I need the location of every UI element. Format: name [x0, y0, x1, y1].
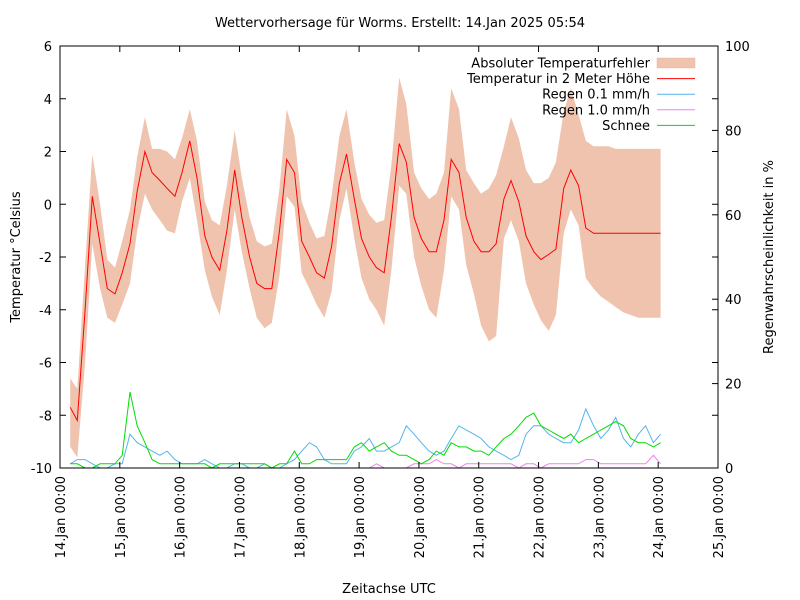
y-axis-left: -10 -8 -6 -4 -2 0 2 4 6 [31, 40, 718, 477]
y-tick-label: -2 [39, 251, 52, 266]
legend-item-regen-0-1-mm-h: Regen 0.1 mm/h [542, 88, 695, 103]
legend-label: Temperatur in 2 Meter Höhe [466, 72, 650, 87]
x-tick-label: 22.Jan 00:00 [533, 476, 548, 558]
y-axis-left-label: Temperatur °Celsius [9, 191, 24, 324]
legend-item-temperatur-in-2-meter-h-he: Temperatur in 2 Meter Höhe [466, 72, 695, 87]
x-tick-label: 24.Jan 00:00 [652, 476, 667, 558]
legend-label: Regen 1.0 mm/h [542, 103, 650, 118]
y2-tick-label: 40 [725, 293, 742, 308]
legend-swatch [656, 57, 696, 69]
y2-tick-label: 0 [725, 462, 733, 477]
legend-item-regen-1-0-mm-h: Regen 1.0 mm/h [542, 103, 695, 118]
y-tick-label: -10 [31, 462, 52, 477]
x-tick-label: 20.Jan 00:00 [413, 476, 428, 558]
legend-item-absoluter-temperaturfehler: Absoluter Temperaturfehler [471, 57, 696, 72]
x-tick-label: 23.Jan 00:00 [592, 476, 607, 558]
x-tick-label: 21.Jan 00:00 [473, 476, 488, 558]
y-tick-label: -6 [39, 357, 52, 372]
temperature-error-band-layer [70, 77, 661, 458]
chart-title: Wettervorhersage für Worms. Erstellt: 14… [215, 16, 585, 31]
y2-tick-label: 60 [725, 209, 742, 224]
y-axis-right: 0 20 40 60 80 100 [712, 40, 750, 477]
legend-label: Absoluter Temperaturfehler [471, 57, 650, 72]
legend-label: Regen 0.1 mm/h [542, 88, 650, 103]
temperature-error-band [70, 77, 661, 458]
series-line-regen-0-1-mm-h [69, 407, 661, 469]
legend-item-schnee: Schnee [602, 119, 695, 134]
y-tick-label: -8 [39, 409, 52, 424]
temperature-line-layer [69, 140, 661, 423]
y2-tick-label: 80 [725, 124, 742, 139]
x-tick-label: 15.Jan 00:00 [114, 476, 129, 558]
x-tick-label: 18.Jan 00:00 [293, 476, 308, 558]
y-tick-label: 2 [44, 146, 52, 161]
x-tick-label: 19.Jan 00:00 [353, 476, 368, 558]
y2-tick-label: 100 [725, 40, 750, 55]
x-tick-label: 16.Jan 00:00 [174, 476, 189, 558]
series-line-temperature [69, 140, 661, 423]
y-tick-label: -4 [39, 304, 52, 319]
x-tick-label: 17.Jan 00:00 [233, 476, 248, 558]
y-tick-label: 6 [44, 40, 52, 55]
y-tick-label: 4 [44, 93, 52, 108]
x-axis-label: Zeitachse UTC [342, 582, 436, 597]
x-tick-label: 14.Jan 00:00 [54, 476, 69, 558]
legend-label: Schnee [602, 119, 650, 134]
x-axis: 14.Jan 00:00 15.Jan 00:00 16.Jan 00:00 17.J… [54, 46, 727, 558]
series-line-schnee [70, 391, 661, 469]
y2-tick-label: 20 [725, 378, 742, 393]
y-axis-right-label: Regenwahrscheinlichkeit in % [762, 160, 777, 354]
x-tick-label: 25.Jan 00:00 [712, 476, 727, 558]
y-tick-label: 0 [44, 198, 52, 213]
